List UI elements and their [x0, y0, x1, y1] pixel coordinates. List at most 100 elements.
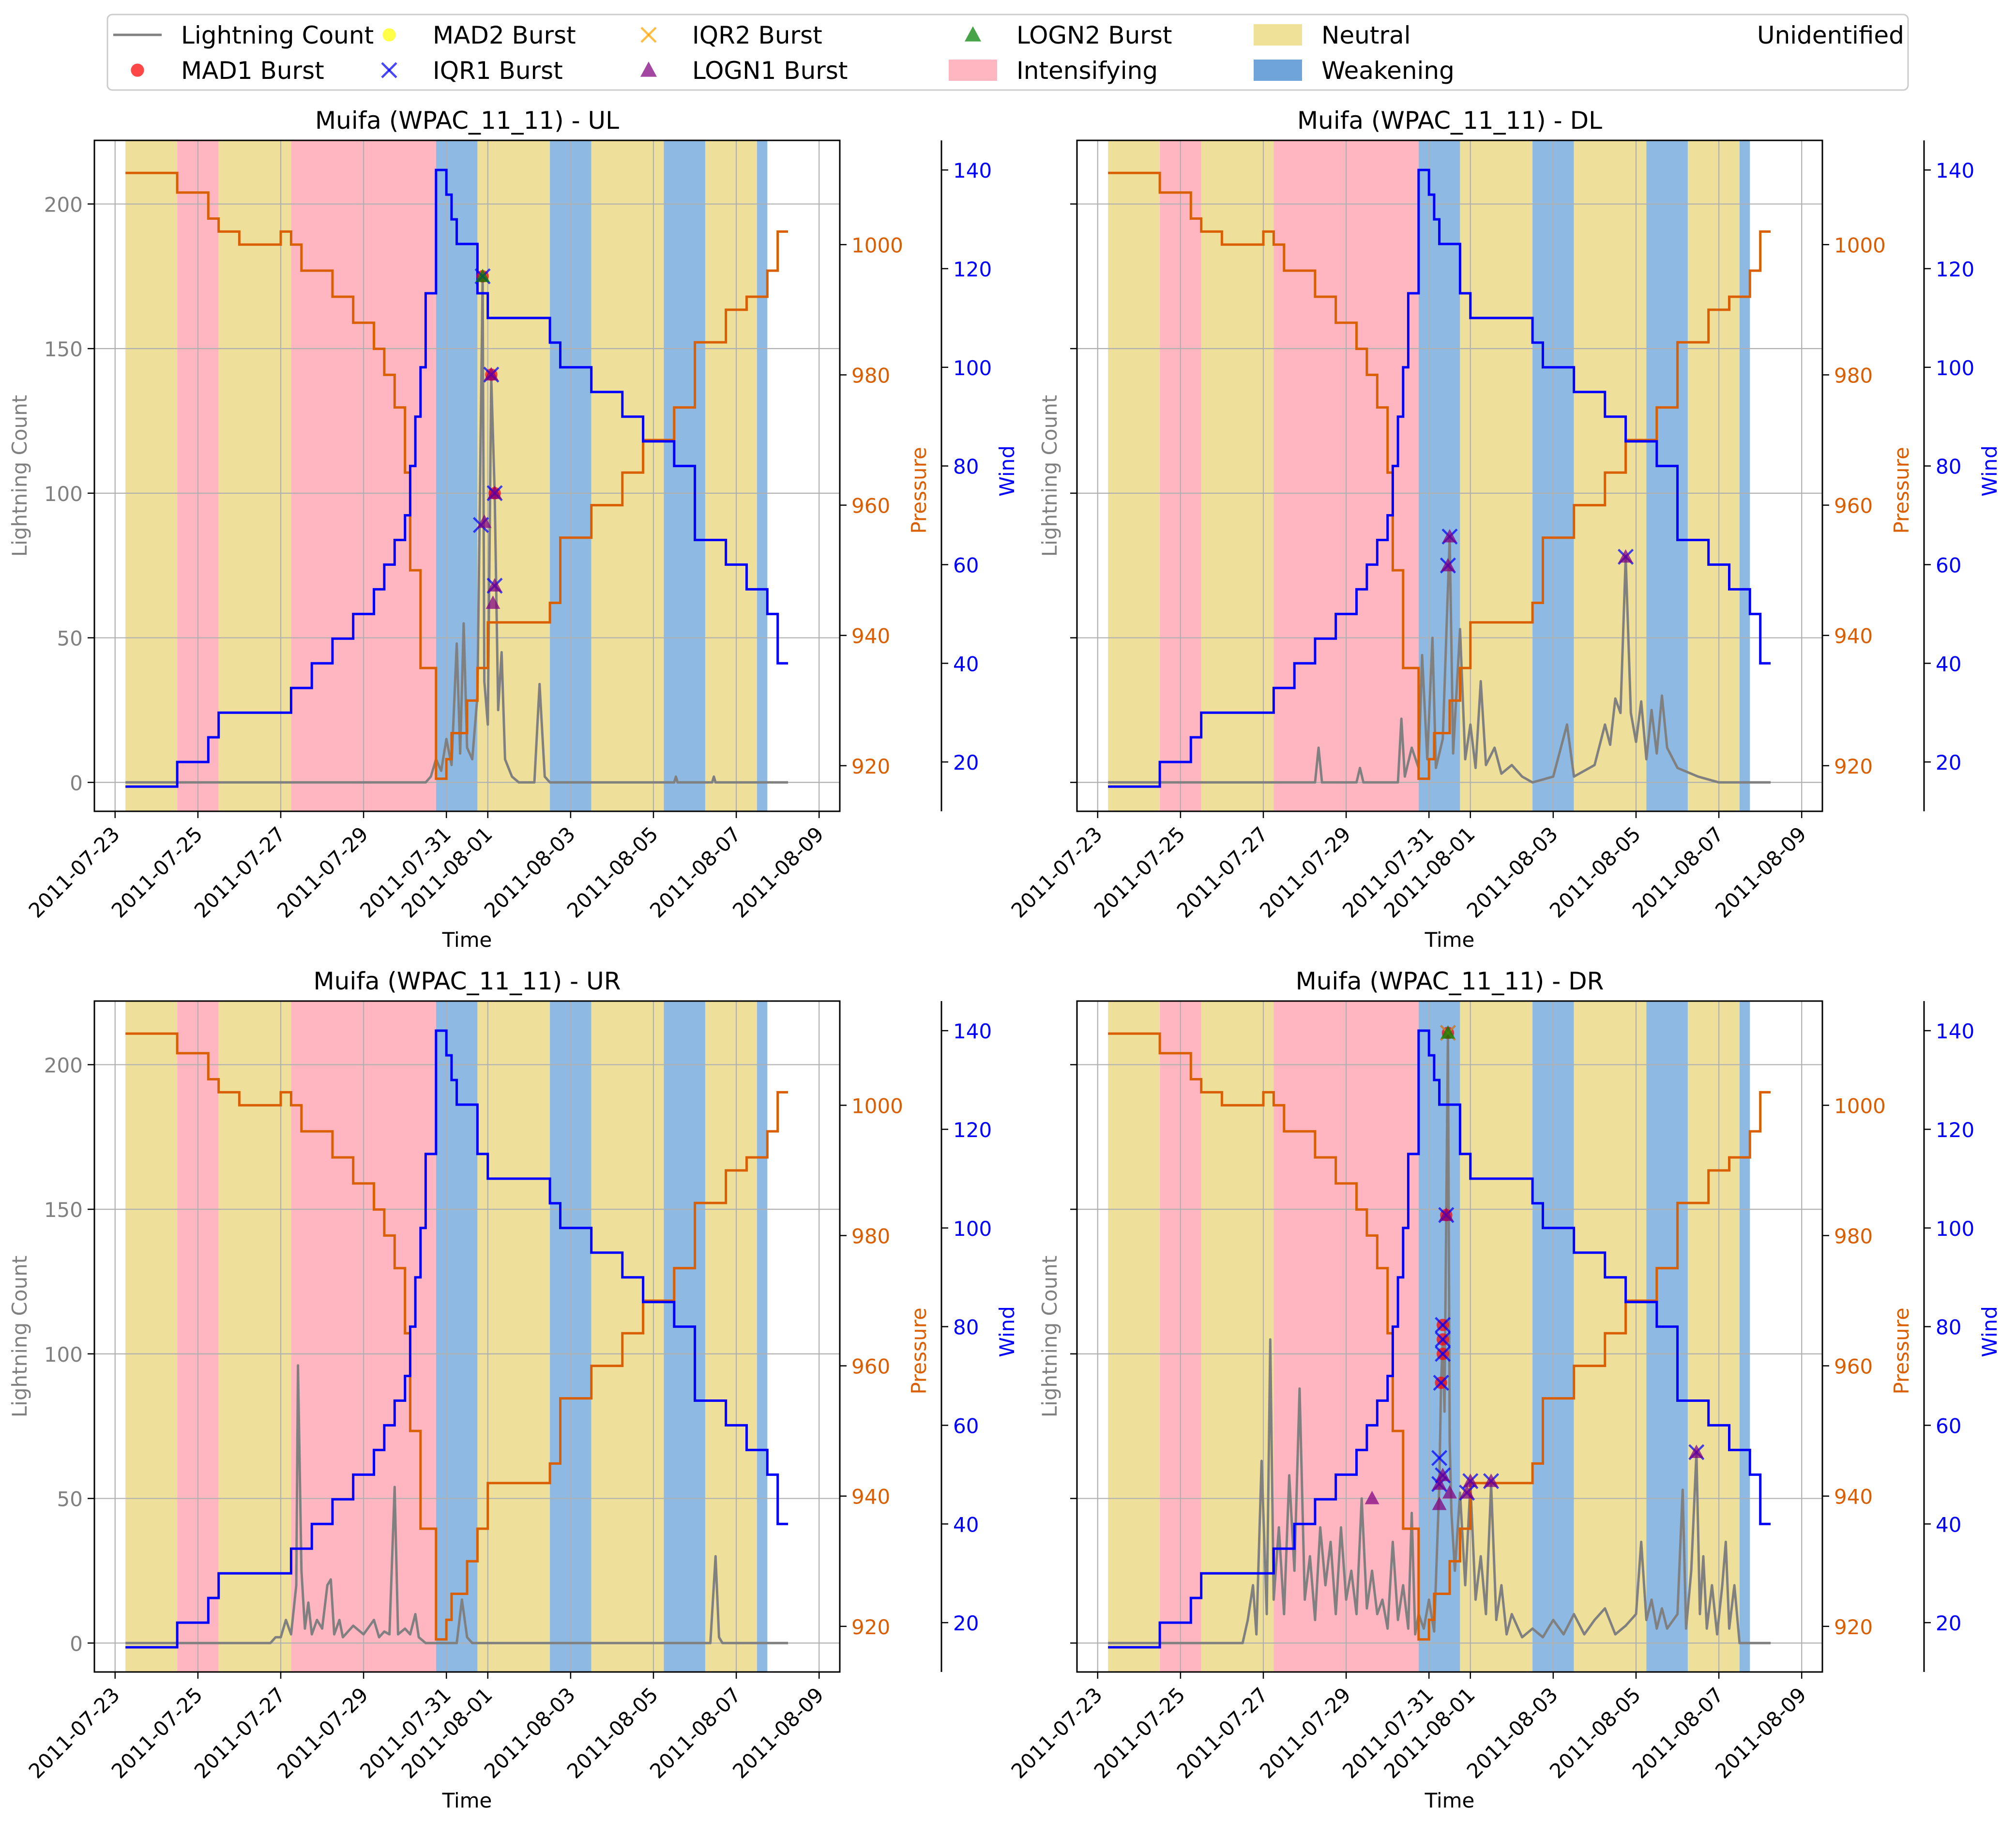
- legend-label: Lightning Count: [181, 21, 374, 49]
- burst-markers: [1440, 528, 1634, 574]
- pressure-tick-label: 980: [851, 1224, 890, 1248]
- burst-logn1: [487, 486, 502, 499]
- panel-ul: 0 50 100 150 200 Lightning Count 920 940 960 980 1…: [8, 106, 1019, 952]
- phase-band-neutral: [477, 1001, 550, 1672]
- pressure-line: [125, 171, 788, 780]
- wind-tick-label: 100: [1936, 356, 1974, 380]
- wind-tick-label: 120: [1936, 1118, 1974, 1142]
- y-axis-label: Lightning Count: [1038, 1256, 1061, 1417]
- phase-band-neutral: [218, 140, 291, 811]
- legend-label: Neutral: [1321, 21, 1411, 49]
- grid: [94, 1001, 840, 1672]
- burst-iqr1-stroke: [1433, 1374, 1449, 1391]
- burst-logn1: [1435, 1468, 1450, 1481]
- burst-iqr1-stroke: [1431, 1450, 1448, 1466]
- burst-logn1: [1432, 1496, 1447, 1510]
- legend-marker: [131, 63, 144, 77]
- pressure-tick-label: 920: [1834, 755, 1873, 778]
- pressure-line: [1108, 171, 1771, 780]
- pressure-tick-label: 940: [1834, 1485, 1873, 1509]
- pressure-tick-label: 960: [1834, 1355, 1873, 1379]
- burst-logn1: [1440, 558, 1455, 572]
- y-axis-left: [1070, 1064, 1077, 1644]
- lightning-count-line: [125, 275, 788, 784]
- pressure-tick-label: 980: [1834, 1224, 1873, 1248]
- legend-label: MAD1 Burst: [181, 57, 324, 85]
- phase-band-neutral: [1687, 1001, 1740, 1672]
- series: [1108, 168, 1771, 788]
- burst-iqr1-stroke: [1435, 1317, 1451, 1333]
- lightning-count-line: [125, 1364, 788, 1644]
- wind-tick-label: 80: [953, 455, 979, 479]
- phase-band-neutral: [1460, 140, 1533, 811]
- lightning-count-line: [1108, 535, 1771, 784]
- phase-band-weakening: [757, 1001, 768, 1672]
- pressure-tick-label: 960: [851, 1355, 890, 1379]
- pressure-tick-label: 920: [851, 755, 890, 778]
- y-tick-label: 50: [57, 627, 83, 651]
- y-axis-label: Lightning Count: [8, 395, 31, 557]
- burst-logn1: [1442, 529, 1457, 543]
- legend-item-intensifying: Intensifying: [949, 57, 1158, 85]
- wind-tick-label: 100: [953, 1217, 992, 1241]
- y-axis-wind: 20 40 60 80 100 120 140: [940, 140, 992, 811]
- phase-band-neutral: [125, 140, 178, 811]
- wind-tick-label: 100: [953, 356, 992, 380]
- wind-tick-label: 20: [1936, 751, 1961, 775]
- pressure-tick-label: 980: [851, 364, 890, 387]
- pressure-axis-label: Pressure: [1890, 447, 1913, 533]
- y-axis-pressure: 920 940 960 980 1000: [1822, 233, 1886, 778]
- legend-item-logn2-burst: LOGN2 Burst: [965, 21, 1172, 49]
- wind-tick-label: 140: [1936, 1019, 1974, 1043]
- legend-marker-stroke: [640, 27, 657, 43]
- panel-title: Muifa (WPAC_11_11) - UL: [315, 106, 619, 135]
- burst-logn1: [485, 595, 500, 609]
- wind-tick-label: 20: [1936, 1611, 1961, 1635]
- wind-tick-label: 60: [1936, 553, 1961, 577]
- plot-frame: [1076, 139, 1823, 812]
- series: [125, 1029, 788, 1649]
- phase-band-neutral: [1460, 1001, 1533, 1672]
- pressure-tick-label: 920: [1834, 1615, 1873, 1639]
- burst-iqr1: [1431, 1450, 1448, 1466]
- wind-axis-label: Wind: [1978, 1306, 2001, 1357]
- legend-item-unidentified: Unidentified: [1757, 21, 1904, 49]
- pressure-tick-label: 1000: [1834, 233, 1886, 257]
- legend-label: LOGN2 Burst: [1016, 21, 1172, 49]
- lightning-count-line: [1108, 1032, 1771, 1644]
- y-tick-label: 150: [44, 337, 83, 361]
- wind-tick-label: 20: [953, 751, 979, 775]
- legend-label: Weakening: [1321, 57, 1455, 85]
- legend-marker: [640, 27, 657, 43]
- burst-logn1: [1618, 549, 1633, 563]
- burst-iqr1: [1433, 1374, 1449, 1391]
- plot-frame: [1076, 1000, 1823, 1673]
- wind-axis-label: Wind: [995, 445, 1019, 497]
- y-tick-label: 0: [70, 1632, 83, 1656]
- burst-iqr1-stroke: [1435, 1346, 1451, 1362]
- legend-item-weakening: Weakening: [1254, 57, 1455, 85]
- pressure-tick-label: 960: [851, 494, 890, 518]
- burst-logn1: [484, 367, 499, 380]
- burst-logn1: [1439, 1207, 1454, 1221]
- burst-logn1: [1432, 1476, 1447, 1490]
- legend-label: Unidentified: [1757, 21, 1904, 49]
- pressure-axis-label: Pressure: [1890, 1307, 1913, 1394]
- pressure-tick-label: 960: [1834, 494, 1873, 518]
- y-axis-left: 0 50 100 150 200: [44, 193, 94, 795]
- pressure-tick-label: 1000: [1834, 1094, 1886, 1118]
- legend-item-mad1-burst: MAD1 Burst: [131, 57, 324, 85]
- wind-tick-label: 60: [953, 553, 979, 577]
- burst-logn1: [1689, 1444, 1704, 1458]
- pressure-axis-label: Pressure: [907, 1307, 931, 1394]
- burst-iqr1-stroke: [1435, 1331, 1451, 1348]
- pressure-axis-label: Pressure: [907, 447, 931, 533]
- burst-iqr1: [1435, 1346, 1451, 1362]
- legend-label: IQR1 Burst: [433, 57, 563, 85]
- wind-tick-label: 80: [1936, 1316, 1961, 1339]
- legend-frame: [106, 14, 1909, 91]
- y-tick-label: 100: [44, 1343, 83, 1367]
- x-axis-label: Time: [1425, 928, 1475, 952]
